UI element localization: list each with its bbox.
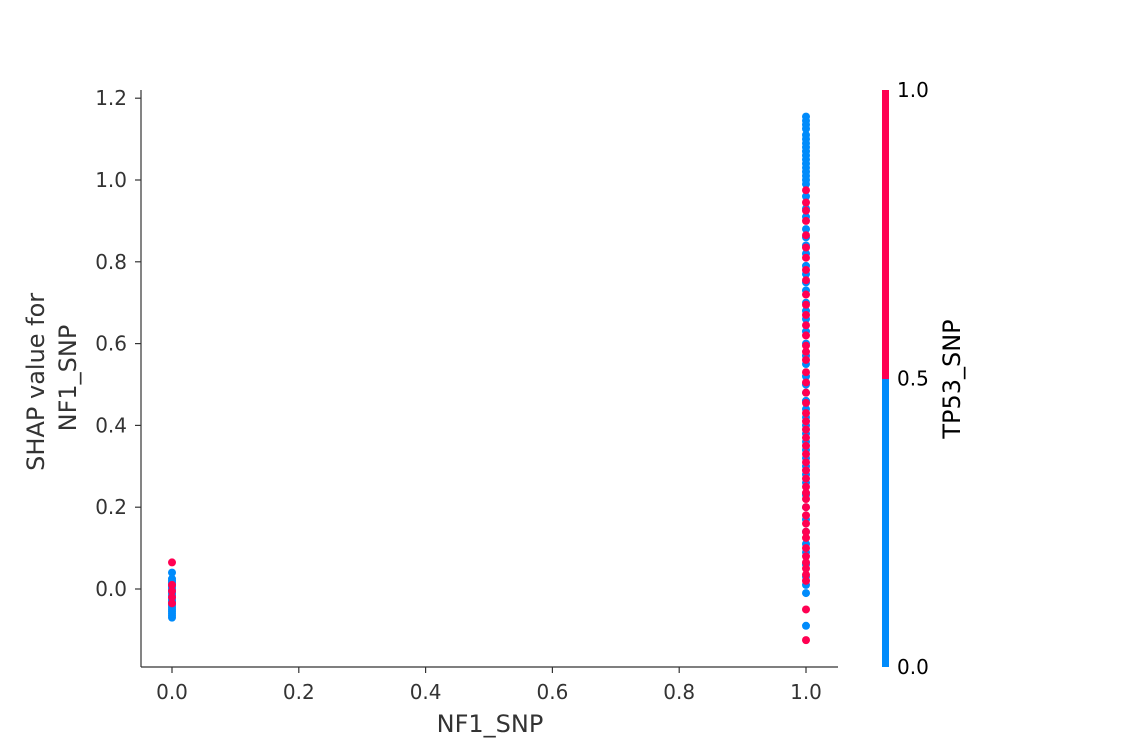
y-tick-label: 0.2 (95, 495, 127, 519)
scatter-point (802, 321, 810, 330)
scatter-point (802, 206, 810, 215)
y-ticks: 0.0 0.2 0.4 0.6 0.8 1.0 1.2 (95, 86, 141, 601)
scatter-point (802, 589, 810, 598)
scatter-point (168, 558, 176, 567)
scatter-point (802, 290, 810, 299)
scatter-point (802, 192, 810, 201)
scatter-point (802, 570, 810, 579)
y-tick-label: 0.8 (95, 250, 127, 274)
colorbar-tick-label: 0.0 (897, 655, 929, 679)
scatter-point (168, 580, 176, 589)
scatter-point (802, 576, 810, 585)
scatter-point (802, 124, 810, 133)
scatter-point (802, 558, 810, 567)
x-tick-label: 0.0 (156, 680, 188, 704)
scatter-point (802, 180, 810, 189)
scatter-point (802, 552, 810, 561)
y-axis-title-line-2: NF1_SNP (54, 325, 82, 432)
scatter-point (802, 482, 810, 491)
x-tick-label: 1.0 (790, 680, 822, 704)
scatter-point (802, 533, 810, 542)
scatter-point (168, 587, 176, 596)
axes (140, 90, 838, 668)
scatter-point (802, 474, 810, 483)
scatter-point (802, 186, 810, 195)
scatter-point (802, 503, 810, 512)
colorbar-low-segment (882, 379, 889, 667)
scatter-point (802, 231, 810, 240)
scatter-point (802, 544, 810, 553)
scatter-point (802, 527, 810, 536)
scatter-point (802, 253, 810, 262)
scatter-point (802, 243, 810, 252)
scatter-point (802, 368, 810, 377)
y-tick-label: 1.0 (95, 168, 127, 192)
scatter-point (802, 310, 810, 319)
x-axis-title: NF1_SNP (437, 710, 544, 738)
scatter-point (802, 276, 810, 285)
scatter-point (802, 341, 810, 350)
scatter-point (802, 300, 810, 309)
scatter-point (168, 568, 176, 577)
scatter-point (802, 458, 810, 467)
x-ticks: 0.0 0.2 0.4 0.6 0.8 1.0 (156, 667, 822, 704)
scatter-point (802, 331, 810, 340)
scatter-points (168, 112, 810, 645)
scatter-point (802, 216, 810, 225)
scatter-point (802, 355, 810, 364)
colorbar-tick-label: 0.5 (897, 367, 929, 391)
scatter-point (802, 495, 810, 504)
scatter-point (802, 425, 810, 434)
scatter-point (802, 636, 810, 645)
scatter-point (168, 574, 176, 583)
y-axis-title-line-1: SHAP value for (22, 293, 50, 471)
scatter-point (168, 593, 176, 602)
y-tick-label: 0.0 (95, 577, 127, 601)
colorbar-tick-label: 1.0 (897, 78, 929, 102)
scatter-point (802, 605, 810, 614)
scatter-point (802, 198, 810, 207)
scatter-point (802, 417, 810, 426)
scatter-point (802, 450, 810, 459)
scatter-point (802, 466, 810, 475)
y-axis-title: SHAP value for NF1_SNP (22, 285, 82, 471)
colorbar-high-segment (882, 90, 889, 379)
scatter-point (802, 398, 810, 407)
scatter-point (802, 388, 810, 397)
colorbar-title: TP53_SNP (938, 319, 966, 439)
scatter-point (802, 225, 810, 234)
scatter-point (168, 599, 176, 608)
colorbar-ticks: 0.0 0.5 1.0 (897, 78, 929, 679)
scatter-point (802, 564, 810, 573)
scatter-point (802, 433, 810, 442)
y-tick-label: 0.6 (95, 332, 127, 356)
scatter-point (802, 488, 810, 497)
y-tick-label: 1.2 (95, 86, 127, 110)
scatter-point (802, 409, 810, 418)
colorbar: 0.0 0.5 1.0 TP53_SNP (882, 78, 966, 679)
y-tick-label: 0.4 (95, 413, 127, 437)
scatter-point (802, 519, 810, 528)
scatter-point (802, 265, 810, 274)
x-tick-label: 0.2 (283, 680, 315, 704)
scatter-point (802, 441, 810, 450)
scatter-point (802, 347, 810, 356)
x-tick-label: 0.8 (663, 680, 695, 704)
x-tick-label: 0.6 (536, 680, 568, 704)
scatter-point (802, 621, 810, 630)
scatter-point (802, 511, 810, 520)
x-tick-label: 0.4 (410, 680, 442, 704)
scatter-point (802, 378, 810, 387)
